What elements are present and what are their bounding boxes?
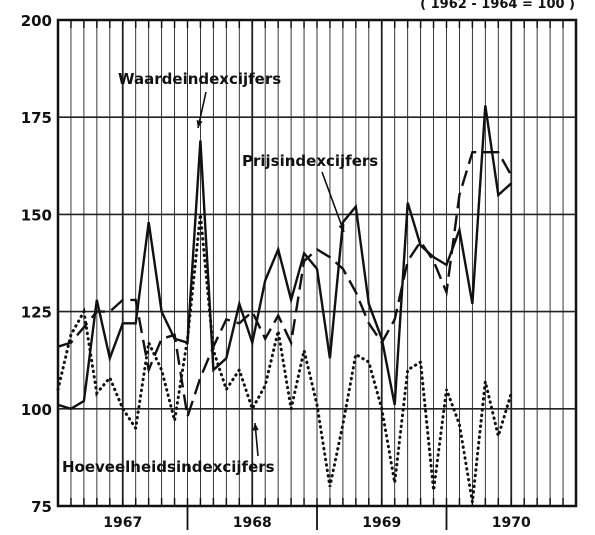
x-year-label: 1968 [233,515,272,531]
series-line-prijs [57,151,513,417]
corner-note: ( 1962 - 1964 = 100 ) [420,0,575,12]
arrow-hoeveelheid [252,422,259,457]
series-line-hoeveelheid [56,214,513,503]
x-year-label: 1969 [362,515,401,531]
arrow-layer [196,91,345,457]
y-tick-label: 150 [21,206,52,224]
annotation-prijs: Prijsindexcijfers [242,152,378,170]
annotation-layer: Waardeindexcijfers Prijsindexcijfers Hoe… [62,70,378,476]
ticks: 75 100 125 150 175 200 1967 1968 1969 1970 [21,12,564,531]
annotation-waarde: Waardeindexcijfers [118,70,281,88]
arrow-prijs [321,171,345,233]
y-tick-label: 100 [21,401,52,419]
series-line-waarde [57,105,513,411]
arrow-waarde [196,91,207,129]
grid [58,20,576,506]
series-layer [56,105,513,503]
annotation-hoeveelheid: Hoeveelheidsindexcijfers [62,458,275,476]
y-tick-label: 200 [21,12,52,30]
y-tick-label: 125 [21,304,52,322]
y-tick-label: 75 [31,498,52,516]
x-year-label: 1970 [492,515,531,531]
y-tick-label: 175 [21,109,52,127]
x-year-label: 1967 [103,515,142,531]
